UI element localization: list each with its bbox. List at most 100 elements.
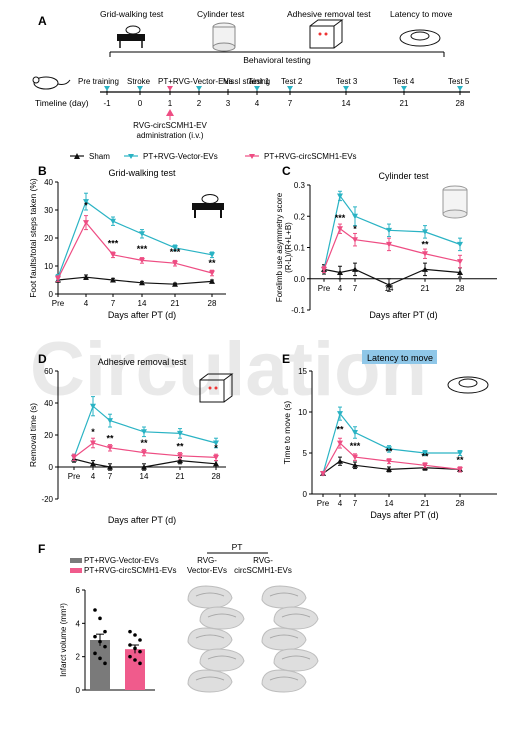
y-tick-label: 2 [76,653,81,662]
panel-letter-e: E [282,352,290,366]
y-tick-label: 30 [44,206,53,215]
circ-data-point [213,454,219,461]
brain-slice-detail [281,655,311,660]
x-tick-label: 28 [208,299,217,308]
significance-label: ** [385,447,393,457]
event-pt-vector: PT+RVG-Vector-EVs [158,77,233,86]
circ-data-point [107,445,113,451]
brain-slice-detail [269,592,299,597]
sham-data-point [213,460,219,467]
brain-slice-icon [261,669,307,693]
series-line [57,276,213,285]
circ-data-point [457,259,463,265]
event-nissl: Nissl staining [223,77,270,86]
data-point [98,616,102,621]
significance-label: *** [350,441,361,451]
series-line [323,268,461,286]
admin-label-2: administration (i.v.) [137,131,204,140]
data-point [138,638,142,642]
significance-label: *** [108,238,119,248]
vector-data-point [141,429,147,435]
event-test-3: Test 3 [336,77,358,86]
event-arrow-icon [287,86,293,91]
series-line [322,412,460,474]
panel-a: A Grid-walking test Cylinder test Adhesi… [32,9,470,140]
circ-data-point [320,471,326,477]
timeline-day-label: 2 [197,99,202,108]
y-tick-label: 0.3 [294,181,306,190]
pt-label: PT [232,542,243,552]
vector-data-point [172,245,178,251]
brain-slice-icon [199,648,245,672]
sham-data-point [386,466,392,472]
significance-label: *** [137,244,148,254]
circ-data-point [352,454,358,461]
vector-data-point [177,430,183,437]
significance-label: ** [106,433,114,443]
sham-data-point [352,462,358,468]
x-tick-label: 14 [138,299,147,308]
y-tick-label: 0 [303,490,308,499]
data-point [128,643,132,647]
x-tick-label: 21 [176,472,185,481]
series-legend: Sham PT+RVG-Vector-EVs PT+RVG-circSCMH1-… [70,152,357,161]
test-label-cylinder: Cylinder test [197,9,245,19]
y-tick-label: 0.2 [294,212,306,221]
y-tick-label: 6 [76,586,81,595]
sham-data-point [141,464,147,470]
x-tick-label: 4 [338,284,343,293]
brain-slice-icon [187,627,233,651]
data-point [98,639,102,644]
timeline-day-label: 4 [255,99,260,108]
timeline-day-label: 28 [456,99,465,108]
y-tick-label: 40 [44,399,53,408]
y-tick-label: 20 [44,234,53,243]
sham-data-point [209,278,215,284]
circ-data-point [321,266,327,273]
x-axis-label: Days after PT (d) [369,310,437,320]
vector-data-point [90,403,96,410]
significance-label: ** [456,455,464,465]
sham-data-point [457,269,463,275]
vector-data-point [209,252,215,258]
circ-data-point [71,454,77,461]
significance-label: * [353,224,357,234]
x-tick-label: Pre [68,472,81,481]
series-line [57,221,213,279]
event-arrow-icon [457,86,463,91]
significance-label: *** [170,247,181,257]
data-point [133,633,137,637]
y-tick-label: 4 [76,619,81,628]
grid-platform-icon [117,25,145,48]
legend-circ: PT+RVG-circSCMH1-EVs [264,152,357,161]
panel-letter-c: C [282,164,291,178]
y-tick-label: 0 [49,290,54,299]
x-tick-label: 28 [456,284,465,293]
stroke-arrow-icon [167,86,173,91]
event-test-2: Test 2 [281,77,303,86]
brain-slice-detail [195,592,225,597]
sham-data-point [90,460,96,467]
bar [125,649,145,690]
vector-data-point [107,418,113,424]
legend-vector: PT+RVG-Vector-EVs [143,152,218,161]
brain-slice-detail [207,613,237,618]
cylinder-icon [212,22,236,52]
brain-slice-icon [187,669,233,693]
adhesive-box-icon [309,19,344,49]
sham-data-point [337,458,343,464]
vector-data-point [83,199,89,205]
y-tick-label: 0 [76,686,81,695]
sham-data-point [177,457,183,464]
col1-label-1: RVG- [197,556,217,565]
significance-label: ** [421,452,429,462]
legend-f-vector: PT+RVG-Vector-EVs [84,556,159,565]
x-tick-label: Pre [317,499,330,508]
y-axis-label: Infarct volume (mm³) [59,603,68,677]
circ-data-point [177,453,183,459]
vector-data-point [422,450,428,456]
chart-title: Cylinder test [378,171,429,181]
data-point [128,654,132,659]
chart-title: Adhesive removal test [98,357,187,367]
